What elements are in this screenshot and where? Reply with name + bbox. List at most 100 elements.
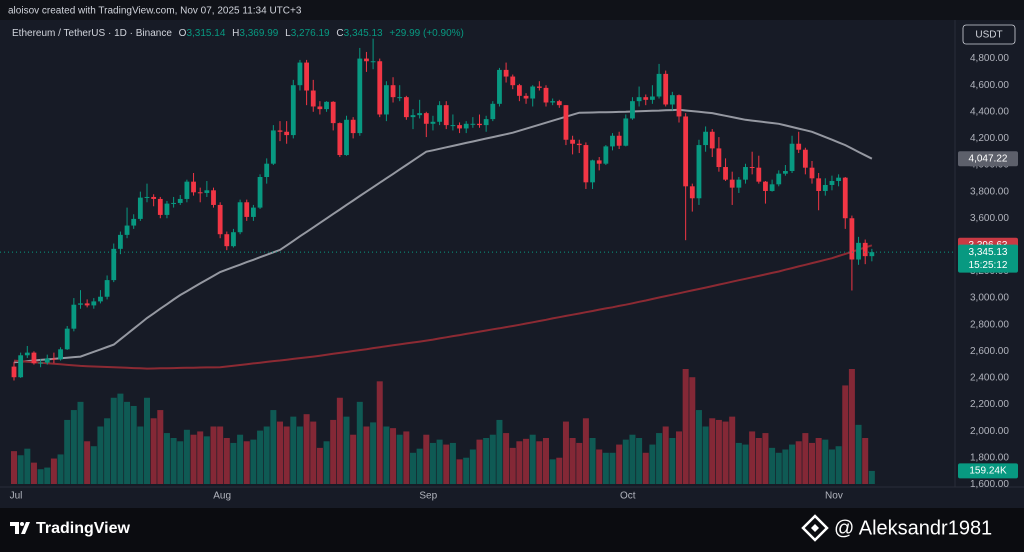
currency[interactable]: USDT	[975, 30, 1002, 41]
x-tick-label: Nov	[825, 491, 843, 502]
candle-body	[836, 177, 841, 181]
volume-bar	[250, 439, 257, 484]
volume-bar	[695, 410, 702, 484]
x-tick-label: Aug	[213, 491, 231, 502]
candle-body	[191, 181, 196, 193]
volume-bar	[237, 434, 244, 484]
volume-bar	[310, 421, 317, 484]
volume-bar	[150, 418, 157, 484]
candle-body	[443, 105, 449, 126]
candle-body	[317, 106, 323, 110]
y-tick-label: 4,600.00	[970, 80, 1009, 91]
candle-body	[450, 125, 456, 127]
candle-body	[44, 358, 50, 363]
candle-body	[630, 101, 635, 119]
candle-body	[177, 198, 183, 203]
candle-body	[643, 97, 649, 100]
volume-bar	[449, 442, 456, 484]
candle-body	[430, 121, 436, 124]
candle-body	[736, 179, 742, 188]
candle-body	[104, 280, 110, 297]
volume-bar	[862, 438, 869, 484]
volume-bar	[157, 410, 164, 484]
candle-body	[802, 149, 808, 168]
y-tick-label: 4,200.00	[970, 133, 1009, 144]
candle-body	[58, 349, 63, 360]
candle-body	[38, 362, 43, 364]
diamond-core	[811, 524, 819, 532]
candle-body	[862, 242, 868, 257]
volume-bar	[330, 419, 337, 484]
volume-bar	[775, 452, 782, 484]
candle-body	[723, 167, 728, 180]
candle-body	[776, 173, 782, 185]
volume-bar	[343, 416, 350, 484]
candle-body	[523, 95, 529, 99]
candle-body	[457, 125, 462, 129]
volume-bar	[163, 433, 170, 484]
volume-bar	[549, 459, 556, 484]
volume-bar	[396, 434, 403, 484]
y-tick-label: 2,600.00	[970, 346, 1009, 357]
header-bar	[0, 0, 1024, 20]
candle-body	[477, 123, 482, 126]
candle-body	[610, 135, 615, 147]
candle-body	[490, 103, 496, 120]
ohlc-key: C	[336, 28, 343, 39]
candle-body	[696, 145, 702, 199]
volume-bar	[283, 426, 290, 484]
candle-body	[151, 196, 157, 199]
volume-bar	[782, 449, 789, 484]
candle-body	[337, 123, 343, 156]
currency-box[interactable]	[962, 24, 1016, 45]
volume-bar	[676, 431, 682, 484]
candle-body	[590, 160, 595, 183]
candle-body	[676, 95, 682, 117]
candle-body	[31, 352, 37, 364]
candle-body	[716, 148, 722, 168]
last-price-label-box	[958, 244, 1018, 273]
ohlc-value: 3,369.99	[239, 28, 278, 39]
candle-body	[656, 73, 662, 97]
volume-bar	[263, 426, 270, 484]
volume-bar	[363, 426, 370, 484]
candle-body	[570, 139, 575, 144]
logo-icon	[10, 522, 30, 534]
volume-bar	[656, 433, 663, 484]
volume-bar	[44, 467, 51, 484]
ohlc-key: O	[179, 28, 187, 39]
candle-body	[91, 301, 97, 306]
volume-bar	[270, 410, 277, 484]
volume-bar	[30, 462, 37, 484]
volume-bar	[689, 377, 696, 484]
candle-body	[397, 97, 403, 99]
y-tick-label: 2,800.00	[970, 319, 1009, 330]
ohlc-value: 3,276.19	[291, 28, 330, 39]
volume-bar	[582, 418, 589, 484]
y-tick-label: 2,400.00	[970, 373, 1009, 384]
candle-body	[244, 202, 250, 217]
candle-body	[350, 119, 356, 134]
volume-bar	[715, 419, 722, 484]
candle-body	[769, 184, 775, 191]
candle-body	[304, 62, 309, 91]
volume-bar	[536, 441, 543, 484]
y-tick-label: 4,400.00	[970, 106, 1009, 117]
volume-bar	[90, 446, 97, 484]
ohlc-key: H	[232, 28, 239, 39]
candle-body	[111, 248, 117, 281]
candle-body	[71, 304, 77, 329]
volume-bar	[104, 418, 111, 484]
candle-body	[11, 366, 17, 378]
volume-bar	[403, 431, 410, 484]
candle-body	[796, 143, 802, 150]
candle-body	[783, 171, 788, 174]
candle-body	[709, 131, 715, 149]
candle-body	[184, 181, 190, 199]
candle-body	[64, 328, 70, 350]
volume-bar	[828, 449, 835, 484]
candle-body	[257, 176, 263, 208]
volume-bar	[616, 444, 623, 484]
candle-body	[497, 69, 502, 104]
candle-body	[463, 123, 469, 129]
